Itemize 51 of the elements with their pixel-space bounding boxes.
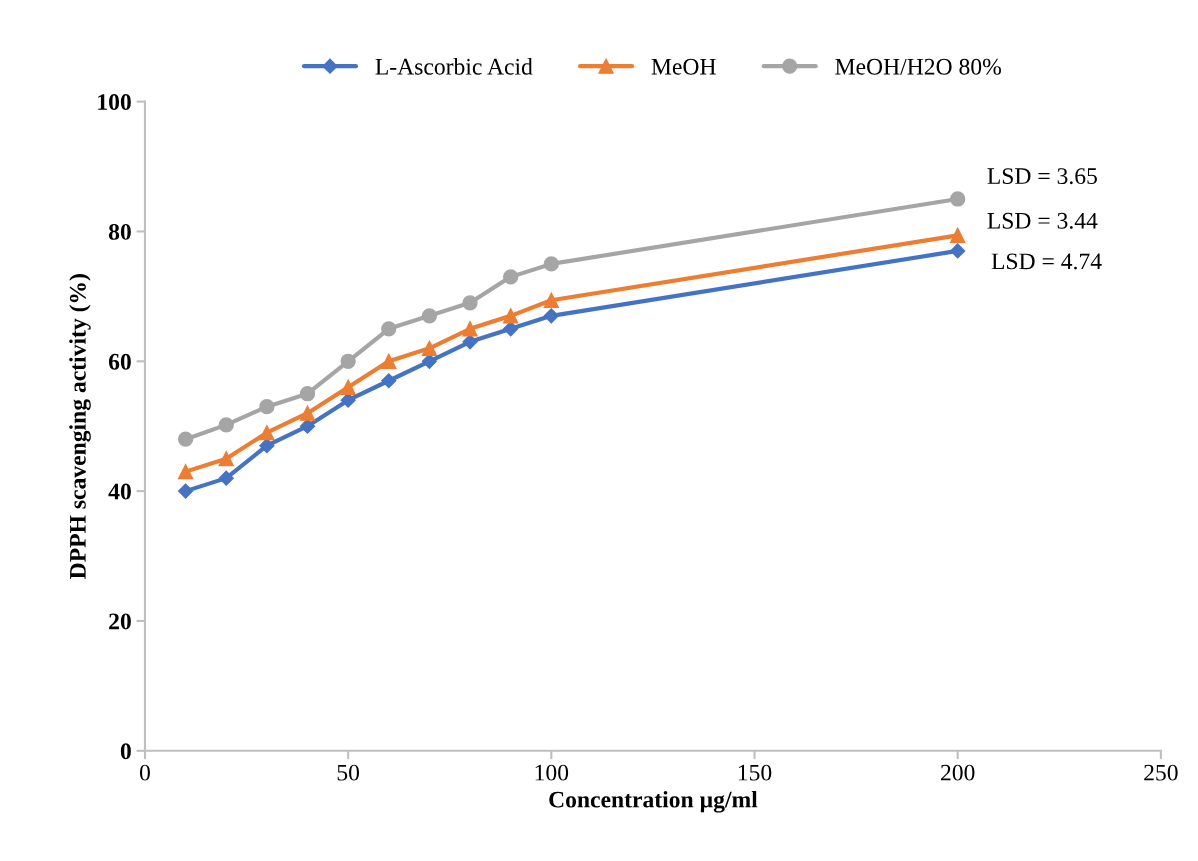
point <box>177 431 194 447</box>
point <box>543 308 559 324</box>
x-tick-label: 200 <box>941 764 975 781</box>
x-tick-label: 50 <box>337 764 360 781</box>
point <box>381 353 397 369</box>
x-tick-label: 250 <box>1144 764 1178 781</box>
point <box>462 321 478 337</box>
annotation: LSD = 3.44 <box>987 212 1098 229</box>
point <box>381 373 397 389</box>
point <box>543 256 559 272</box>
point <box>543 292 559 308</box>
point <box>503 308 519 324</box>
x-axis-title: Concentration µg/ml <box>549 790 758 813</box>
y-axis-title: DPPH scavenging activity (%) <box>69 274 91 579</box>
y-tick-label: 100 <box>98 94 131 111</box>
point <box>950 227 966 243</box>
point <box>259 399 275 415</box>
y-tick-label: 20 <box>109 613 131 630</box>
point <box>503 269 519 285</box>
point <box>218 417 234 433</box>
point <box>503 321 519 337</box>
point <box>299 405 316 421</box>
point <box>178 483 194 499</box>
point <box>381 321 397 337</box>
x-tick-label: 0 <box>139 764 150 781</box>
point <box>462 295 478 311</box>
y-tick-label: 80 <box>108 223 131 240</box>
legend-label: L-Ascorbic Acid <box>375 58 533 75</box>
point <box>299 386 316 402</box>
point <box>299 418 316 434</box>
point <box>462 334 478 350</box>
legend-label: MeOH <box>651 58 716 75</box>
point <box>950 243 966 259</box>
point <box>340 353 356 369</box>
point <box>218 451 234 467</box>
annotation: LSD = 4.74 <box>991 253 1102 270</box>
point <box>259 438 275 454</box>
x-tick-label: 100 <box>535 764 569 781</box>
point <box>950 191 966 207</box>
legend-label: MeOH/H2O 80% <box>835 58 1001 75</box>
point <box>177 463 194 480</box>
y-tick-label: 40 <box>108 483 131 500</box>
annotation: LSD = 3.65 <box>987 168 1097 185</box>
point <box>421 340 438 356</box>
point <box>340 379 356 395</box>
point <box>218 470 234 486</box>
y-tick-label: 0 <box>120 743 131 760</box>
x-tick-label: 150 <box>738 764 772 781</box>
point <box>421 308 438 324</box>
point <box>259 425 275 441</box>
y-tick-label: 60 <box>108 353 131 370</box>
